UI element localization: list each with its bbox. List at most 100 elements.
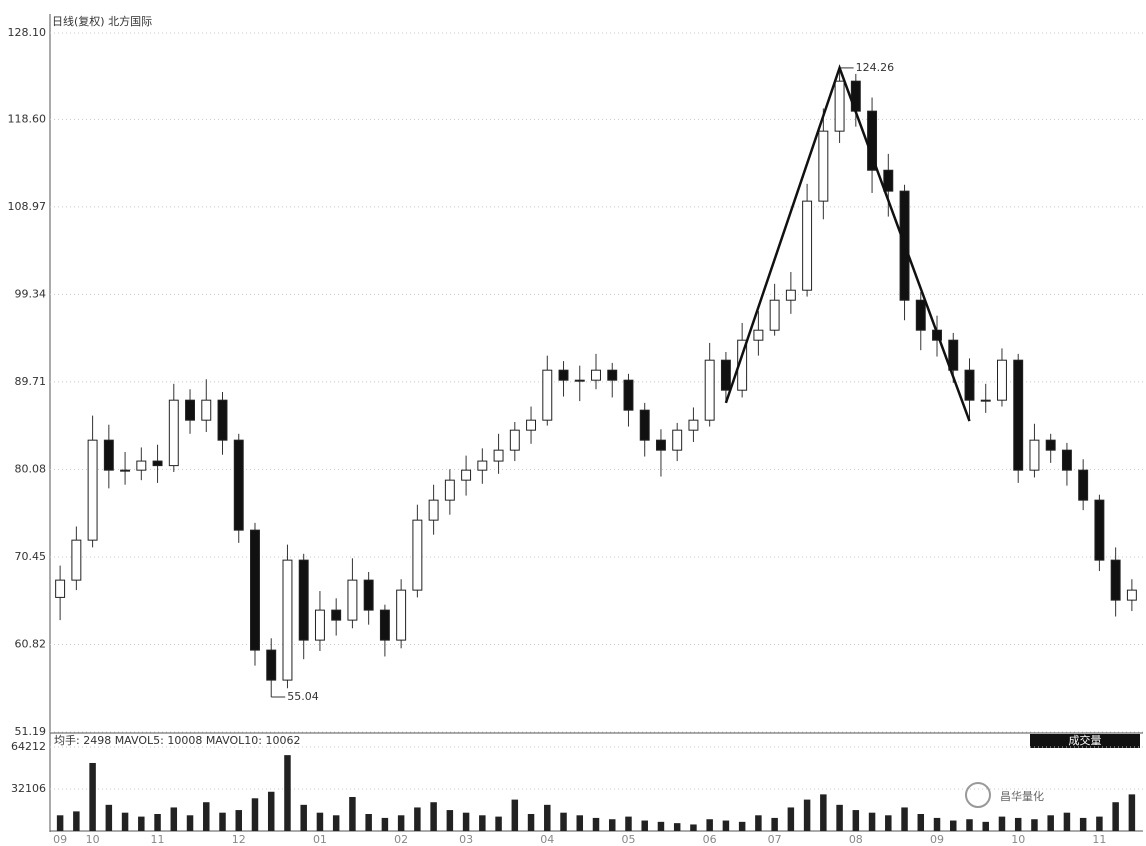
candle-body [314, 609, 325, 641]
volume-bar [755, 815, 762, 831]
candle-body [331, 609, 342, 621]
volume-bar [787, 807, 795, 831]
volume-bar [917, 813, 925, 831]
y-tick-label: 99.34 [15, 287, 47, 300]
candle-body [1126, 589, 1137, 601]
volume-bar [641, 820, 648, 831]
volume-bar [381, 817, 389, 831]
x-tick-label: 05 [621, 833, 635, 846]
candle-body [396, 589, 407, 641]
volume-bar [738, 821, 746, 831]
volume-bar [592, 817, 600, 831]
candle-body [201, 399, 212, 421]
candle-body [964, 369, 975, 401]
candle-body [87, 439, 98, 541]
volume-bar [560, 812, 567, 831]
volume-bar [625, 816, 632, 831]
x-tick-label: 04 [540, 833, 554, 846]
x-tick-label: 12 [232, 833, 246, 846]
x-tick-label: 09 [53, 833, 67, 846]
volume-bar [982, 821, 989, 831]
candle-body [607, 369, 618, 381]
volume-bar [901, 807, 908, 831]
candle-body [1110, 559, 1121, 601]
candle-body [639, 409, 650, 441]
candle-body [347, 579, 358, 621]
volume-bar [446, 810, 454, 831]
x-tick-label: 11 [151, 833, 165, 846]
candle-body [266, 649, 277, 681]
volume-bar [170, 807, 178, 831]
candle-body [1045, 439, 1056, 451]
volume-bar [771, 817, 778, 831]
volume-bar [933, 817, 941, 831]
x-tick-label: 03 [459, 833, 473, 846]
watermark: 昌华量化 [1000, 789, 1044, 803]
candle-body [428, 499, 439, 521]
volume-button-label[interactable]: 成交量 [1069, 733, 1102, 747]
volume-bar [1096, 816, 1103, 831]
y-tick-label: 118.60 [8, 112, 47, 125]
candle-body [655, 439, 666, 451]
candle-body [542, 369, 553, 421]
volume-bar [966, 819, 973, 831]
candle-body [250, 529, 260, 651]
volume-bar [397, 815, 405, 831]
candle-body [120, 469, 131, 472]
x-tick-label: 02 [394, 833, 408, 846]
candle-body [1013, 359, 1024, 471]
volume-bar [657, 821, 665, 831]
volume-button[interactable] [1030, 734, 1140, 748]
volume-bar [89, 762, 96, 831]
volume-bar [1014, 817, 1022, 831]
candle-body [720, 359, 731, 391]
volume-bar [868, 812, 876, 831]
volume-bar [527, 813, 535, 831]
volume-bar [349, 796, 356, 831]
candle-body [493, 449, 504, 462]
candle-body [1029, 439, 1040, 471]
volume-bar [852, 810, 860, 831]
volume-bar [105, 804, 113, 831]
volume-bar [267, 791, 275, 831]
candle-body [623, 379, 634, 411]
candle-body [769, 299, 780, 331]
volume-bar [1128, 794, 1136, 831]
volume-bar [1079, 817, 1087, 831]
x-tick-label: 10 [86, 833, 100, 846]
candle-body [785, 289, 796, 301]
volume-bar [673, 823, 681, 831]
volume-bar [544, 804, 551, 831]
volume-bar [235, 810, 242, 831]
volume-bar [251, 798, 259, 831]
candle-body [753, 329, 764, 341]
candle-body [688, 419, 699, 431]
y-tick-label: 51.19 [15, 725, 47, 738]
y-tick-label: 80.08 [15, 462, 47, 475]
candle-body [71, 539, 82, 581]
candle-body [834, 80, 845, 132]
x-tick-label: 11 [1092, 833, 1106, 846]
volume-bar [430, 802, 437, 831]
volume-bar [1031, 819, 1038, 831]
volume-bar [203, 802, 210, 831]
low-label: 55.04 [287, 690, 319, 703]
x-tick-label: 10 [1011, 833, 1025, 846]
candle-body [915, 299, 926, 331]
volume-bar [73, 811, 80, 831]
x-tick-label: 07 [768, 833, 782, 846]
volume-bar [495, 816, 502, 831]
volume-bar [479, 815, 486, 831]
candle-body [444, 479, 455, 501]
y-tick-label: 128.10 [8, 26, 47, 39]
candle-body [997, 359, 1007, 401]
candle-body [1078, 469, 1089, 501]
candle-body [558, 369, 569, 381]
volume-bar [219, 812, 226, 831]
y-tick-label: 89.71 [15, 375, 47, 388]
candle-body [672, 429, 683, 451]
candle-body [883, 169, 894, 192]
volume-bar [950, 820, 957, 831]
